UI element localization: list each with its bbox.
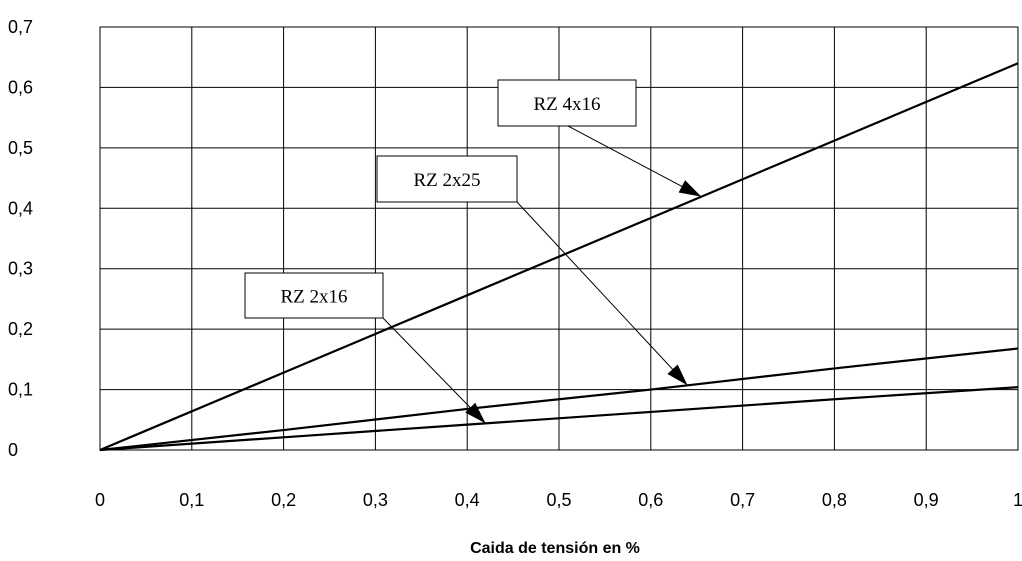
- y-axis-tick-labels: 0 0,1 0,2 0,3 0,4 0,5 0,6 0,7: [8, 17, 33, 460]
- y-tick-label: 0,6: [8, 77, 33, 97]
- x-tick-label: 0,8: [822, 490, 847, 510]
- callout-arrow-0: [678, 180, 702, 197]
- y-tick-label: 0,2: [8, 319, 33, 339]
- callout-box-0: [497, 79, 637, 127]
- callout-arrow-2: [465, 402, 486, 424]
- x-tick-label: 0,1: [179, 490, 204, 510]
- callout-arrow-1: [667, 364, 688, 386]
- series-line-1: [99, 347, 1019, 452]
- x-tick-label: 0,3: [363, 490, 388, 510]
- callout-box-2: [244, 272, 384, 319]
- callout-leader-1: [516, 201, 688, 386]
- callout-box-1: [376, 155, 518, 203]
- x-tick-label: 1: [1013, 490, 1022, 510]
- series-label: RZ 2x16: [280, 287, 347, 308]
- x-tick-label: 0: [95, 490, 105, 510]
- y-tick-label: 0,5: [8, 138, 33, 158]
- x-tick-label: 0,2: [271, 490, 296, 510]
- x-tick-label: 0,6: [638, 490, 663, 510]
- series-label: RZ 2x25: [413, 170, 480, 191]
- y-tick-label: 0,7: [8, 17, 33, 37]
- y-tick-label: 0,1: [8, 380, 33, 400]
- series-label: RZ 4x16: [533, 94, 600, 115]
- x-tick-label: 0,9: [914, 490, 939, 510]
- x-axis-tick-labels: 0 0,1 0,2 0,3 0,4 0,5 0,6 0,7 0,8 0,9 1: [95, 490, 1022, 510]
- callout-leader-0: [567, 125, 702, 198]
- series-lines: [99, 62, 1019, 452]
- x-axis-title: Caida de tensión en %: [470, 540, 640, 557]
- y-tick-label: 0,3: [8, 259, 33, 279]
- x-tick-label: 0,5: [546, 490, 571, 510]
- series-line-2: [99, 386, 1019, 452]
- x-tick-label: 0,7: [730, 490, 755, 510]
- series-callouts: RZ 4x16 RZ 2x25 RZ 2x16: [244, 79, 702, 424]
- plot-area: [99, 26, 1019, 451]
- y-tick-label: 0: [8, 440, 18, 460]
- callout-leader-2: [382, 317, 486, 424]
- y-tick-label: 0,4: [8, 198, 33, 218]
- x-tick-label: 0,4: [455, 490, 480, 510]
- series-line-0: [99, 62, 1019, 452]
